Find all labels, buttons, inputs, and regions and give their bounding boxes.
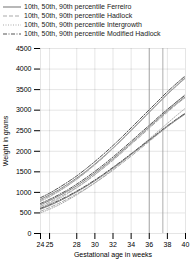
- svg-text:2500: 2500: [16, 127, 32, 134]
- svg-text:34: 34: [127, 241, 135, 248]
- html-text:10th, 50th, 90th percentile Mo: 10th, 50th, 90th percentile Modified Had…: [24, 30, 161, 37]
- svg-text:24: 24: [37, 241, 45, 248]
- svg-text:32: 32: [109, 241, 117, 248]
- svg-text:4500: 4500: [16, 45, 32, 52]
- svg-text:4000: 4000: [16, 65, 32, 72]
- svg-text:36: 36: [145, 241, 153, 248]
- html-text:10th, 50th, 90th percentile Ha: 10th, 50th, 90th percentile Hadlock: [24, 12, 133, 19]
- svg-text:40: 40: [182, 241, 190, 248]
- svg-text:1000: 1000: [16, 189, 32, 196]
- svg-text:2000: 2000: [16, 148, 32, 155]
- svg-text:38: 38: [163, 241, 171, 248]
- html-text:10th, 50th, 90th percentile In: 10th, 50th, 90th percentile Intergrowth: [24, 21, 142, 28]
- svg-text:Weight in grams: Weight in grams: [2, 115, 10, 166]
- svg-text:Gestational age in weeks: Gestational age in weeks: [74, 251, 153, 259]
- svg-text:3500: 3500: [16, 86, 32, 93]
- svg-text:25: 25: [46, 241, 54, 248]
- html-text:10th, 50th, 90th percentile Fe: 10th, 50th, 90th percentile Ferreiro: [24, 3, 132, 10]
- svg-text:28: 28: [73, 241, 81, 248]
- svg-text:1500: 1500: [16, 168, 32, 175]
- svg-text:500: 500: [20, 209, 32, 216]
- svg-text:30: 30: [91, 241, 99, 248]
- svg-text:3000: 3000: [16, 106, 32, 113]
- svg-text:0: 0: [28, 230, 32, 237]
